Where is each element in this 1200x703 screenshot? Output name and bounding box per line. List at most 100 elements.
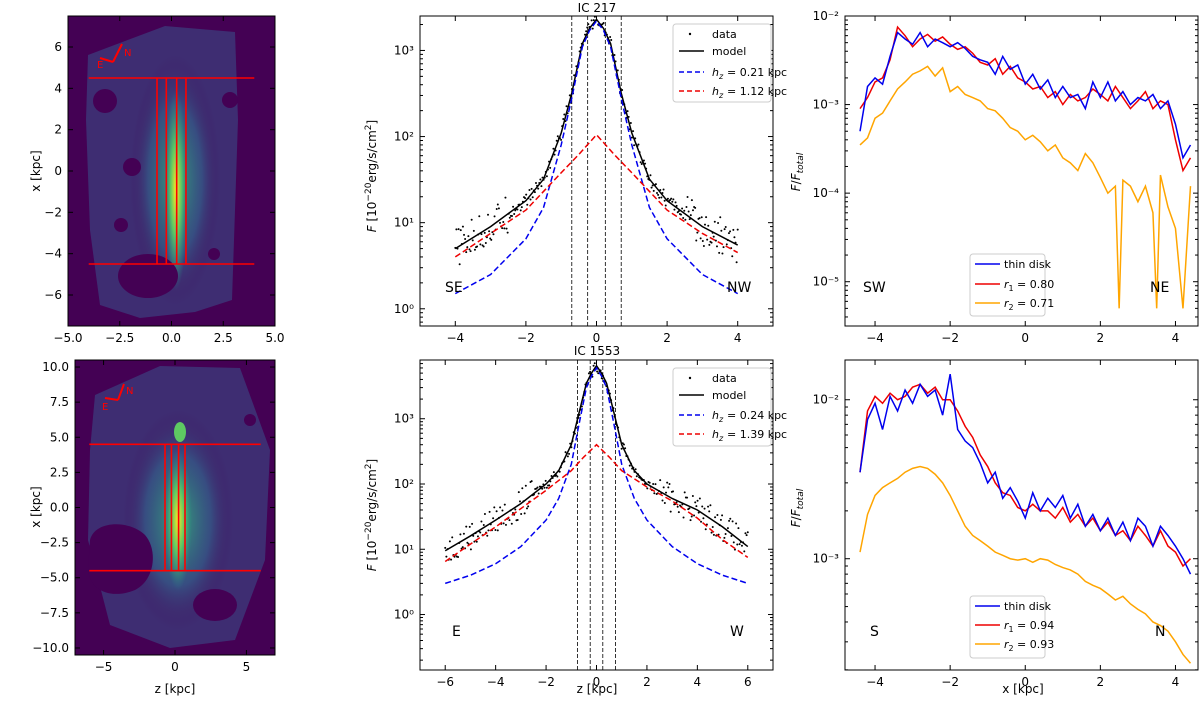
direction-label-left: SW xyxy=(863,280,886,296)
data-point xyxy=(713,220,716,223)
data-point xyxy=(548,484,551,487)
legend-box xyxy=(672,367,772,447)
data-point xyxy=(467,235,470,238)
data-point xyxy=(663,199,666,202)
data-point xyxy=(493,215,496,218)
data-point xyxy=(488,230,491,233)
data-point xyxy=(654,183,657,186)
data-point xyxy=(705,216,708,219)
y-tick-label: −5.0 xyxy=(40,571,69,585)
y-tick-label: 10² xyxy=(394,130,414,144)
data-point xyxy=(513,213,516,216)
data-point xyxy=(472,534,475,537)
data-point xyxy=(673,208,676,211)
legend-label-thick: = 1.12 kpc xyxy=(727,85,787,98)
legend-symbol-thin: hz xyxy=(712,66,724,81)
data-point xyxy=(659,188,662,191)
plot-frame xyxy=(844,15,1199,327)
data-point xyxy=(677,511,680,514)
data-point xyxy=(472,229,475,232)
data-point xyxy=(620,447,623,450)
legend-symbol-r1: r1 xyxy=(1004,619,1014,634)
legend-label-r1: = 0.80 xyxy=(1017,278,1054,291)
data-point xyxy=(496,529,499,532)
data-point xyxy=(504,196,507,199)
data-point xyxy=(541,176,544,179)
data-point xyxy=(445,555,448,558)
data-point xyxy=(613,53,616,56)
data-point xyxy=(691,495,694,498)
series-line-r-1-0-80 xyxy=(859,25,1192,173)
x-tick-label: −2.5 xyxy=(105,331,134,345)
chart-title: IC 1553 xyxy=(574,344,620,358)
data-point xyxy=(533,191,536,194)
data-point xyxy=(487,213,490,216)
data-point xyxy=(669,510,672,513)
data-point xyxy=(552,471,555,474)
data-point xyxy=(444,546,447,549)
data-point xyxy=(650,186,653,189)
masked-region xyxy=(123,158,141,176)
y-tick-label: 10¹ xyxy=(394,216,414,230)
data-point xyxy=(600,377,603,380)
data-point xyxy=(457,556,460,559)
data-point xyxy=(637,143,640,146)
x-tick-label: −4 xyxy=(866,331,884,345)
data-point xyxy=(553,153,556,156)
data-point xyxy=(590,19,593,22)
text-layer: IC 217 IC 1553 x [kpc] x [kpc] z [kpc] z… xyxy=(29,1,1169,696)
data-point xyxy=(562,118,565,121)
data-point xyxy=(529,198,532,201)
data-point xyxy=(555,139,558,142)
x-tick-label: 2.5 xyxy=(214,331,233,345)
data-point xyxy=(714,516,717,519)
data-point xyxy=(687,210,690,213)
data-point xyxy=(691,209,694,212)
legend-label-r2: = 0.93 xyxy=(1017,638,1054,651)
data-point xyxy=(663,501,666,504)
data-point xyxy=(649,174,652,177)
data-point xyxy=(465,251,468,254)
x-tick-label: 0 xyxy=(171,660,179,674)
data-point xyxy=(722,246,725,249)
data-point xyxy=(681,207,684,210)
data-point xyxy=(521,487,524,490)
y-tick-label: −4 xyxy=(44,247,62,261)
data-point xyxy=(634,468,637,471)
data-point xyxy=(699,237,702,240)
data-point xyxy=(476,245,479,248)
data-point xyxy=(633,144,636,147)
data-point xyxy=(585,30,588,33)
data-point xyxy=(640,162,643,165)
legend-symbol-thin: hz xyxy=(712,409,724,424)
data-point xyxy=(512,205,515,208)
data-point xyxy=(560,138,563,141)
x-tick-label: 0.0 xyxy=(162,331,181,345)
data-point xyxy=(632,130,635,133)
direction-label-left: S xyxy=(870,624,879,640)
data-point xyxy=(721,252,724,255)
legend-symbol-r1: r1 xyxy=(1004,278,1014,293)
data-point xyxy=(703,507,706,510)
data-point xyxy=(499,506,502,509)
data-point xyxy=(665,491,668,494)
data-point xyxy=(719,216,722,219)
y-tick-label: 0.0 xyxy=(50,501,69,515)
data-point xyxy=(724,225,727,228)
y-axis-label: x [kpc] xyxy=(29,150,43,191)
data-point xyxy=(717,222,720,225)
legend-ic1553: data model hz = 0.24 kpc hz = 1.39 kpc xyxy=(672,367,787,447)
series-line-r-1-0-94 xyxy=(859,383,1192,568)
x-tick-label: 5.0 xyxy=(265,331,284,345)
data-point xyxy=(677,210,680,213)
data-point xyxy=(672,490,675,493)
data-point xyxy=(712,533,715,536)
panel-ic217-image: N E xyxy=(68,16,275,326)
legend-label-data: data xyxy=(712,372,737,385)
data-point xyxy=(459,533,462,536)
x-tick-label: 4 xyxy=(694,675,702,689)
data-point xyxy=(596,370,599,373)
legend-label-thin: = 0.24 kpc xyxy=(727,409,787,422)
data-point xyxy=(510,215,513,218)
data-point xyxy=(592,19,595,22)
